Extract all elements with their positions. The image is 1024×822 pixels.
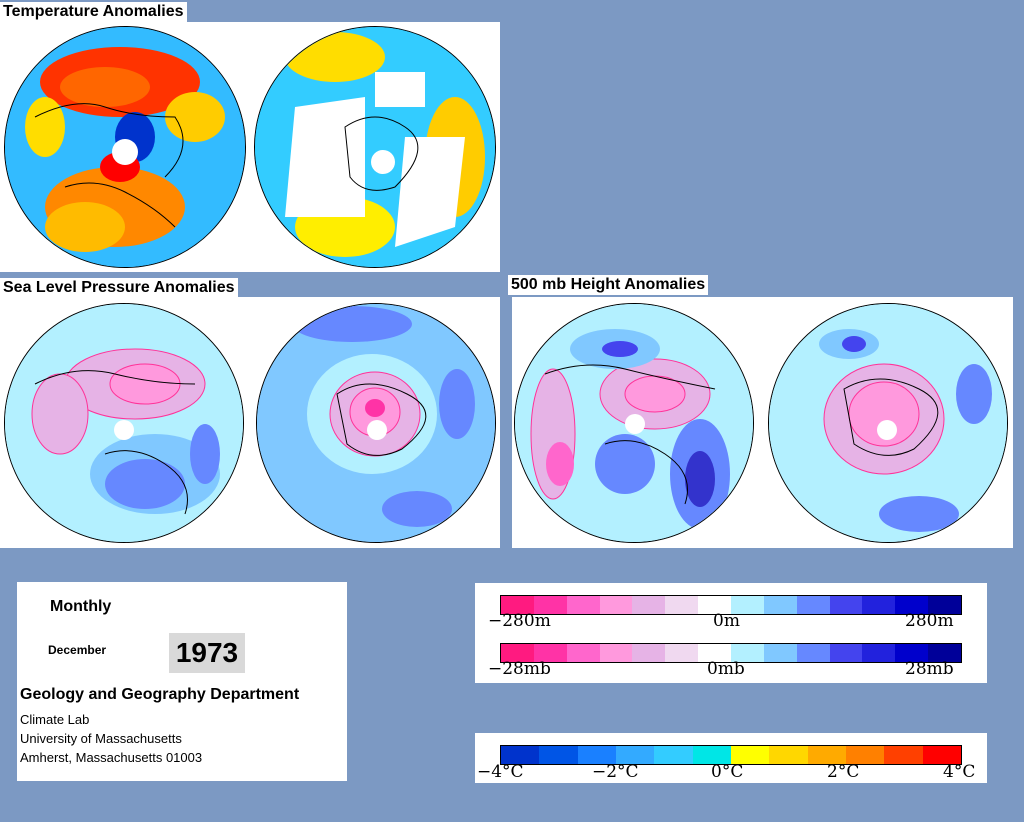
color-swatch — [796, 644, 830, 662]
temperature-south-hemisphere-map — [254, 26, 496, 268]
slp-north-hemisphere-map — [4, 303, 244, 543]
height500-north-hemisphere-map — [514, 303, 754, 543]
color-swatch — [501, 644, 534, 662]
height-color-bar — [500, 595, 962, 615]
color-swatch — [539, 746, 578, 764]
color-swatch — [577, 746, 616, 764]
temperature-scale-box: −4°C −2°C 0°C 2°C 4°C — [475, 733, 987, 783]
color-swatch — [862, 644, 896, 662]
temperature-color-bar — [500, 745, 962, 765]
color-swatch — [829, 644, 863, 662]
color-swatch — [599, 596, 633, 614]
month-label: December — [48, 643, 107, 657]
color-swatch — [731, 596, 764, 614]
color-swatch — [654, 746, 693, 764]
temperature-panel — [0, 22, 500, 272]
color-swatch — [566, 596, 600, 614]
color-swatch — [763, 644, 797, 662]
anomaly-scale-box: −280m 0m 280m −28mb 0mb 28mb — [475, 583, 987, 683]
color-swatch — [533, 596, 567, 614]
color-swatch — [698, 596, 732, 614]
color-swatch — [632, 644, 666, 662]
color-swatch — [501, 596, 534, 614]
temperature-tick-label: 4°C — [943, 762, 976, 782]
temperature-tick-label: −4°C — [477, 762, 524, 782]
color-swatch — [615, 746, 655, 764]
color-swatch — [769, 746, 808, 764]
height500-panel — [512, 297, 1013, 548]
temperature-tick-label: 0°C — [711, 762, 744, 782]
pressure-color-bar — [500, 643, 962, 663]
period-label: Monthly — [50, 598, 112, 615]
temperature-tick-label: −2°C — [592, 762, 639, 782]
color-swatch — [829, 596, 863, 614]
color-swatch — [928, 644, 962, 662]
color-swatch — [895, 644, 929, 662]
color-swatch — [928, 596, 962, 614]
pressure-mid-label: 0mb — [707, 659, 745, 679]
color-swatch — [665, 596, 699, 614]
color-swatch — [862, 596, 896, 614]
slp-panel — [0, 297, 500, 548]
address-line: Climate Lab — [20, 712, 90, 727]
pressure-min-label: −28mb — [488, 659, 551, 679]
color-swatch — [698, 644, 732, 662]
temperature-north-hemisphere-map — [4, 26, 246, 268]
color-swatch — [796, 596, 830, 614]
department-label: Geology and Geography Department — [20, 686, 300, 703]
color-swatch — [566, 644, 600, 662]
pressure-max-label: 28mb — [905, 659, 954, 679]
color-swatch — [895, 596, 929, 614]
height-mid-label: 0m — [713, 611, 740, 631]
color-swatch — [533, 644, 567, 662]
info-box: Monthly December 1973 Geology and Geogra… — [17, 582, 347, 781]
color-swatch — [599, 644, 633, 662]
temperature-title: Temperature Anomalies — [0, 2, 187, 22]
temperature-tick-label: 2°C — [827, 762, 860, 782]
height-max-label: 280m — [905, 611, 954, 631]
height500-south-hemisphere-map — [768, 303, 1008, 543]
slp-title: Sea Level Pressure Anomalies — [0, 278, 238, 298]
height-min-label: −280m — [488, 611, 551, 631]
color-swatch — [807, 746, 846, 764]
color-swatch — [884, 746, 923, 764]
color-swatch — [922, 746, 961, 764]
color-swatch — [731, 644, 764, 662]
height500-title: 500 mb Height Anomalies — [508, 275, 709, 295]
color-swatch — [632, 596, 666, 614]
color-swatch — [845, 746, 885, 764]
year-label: 1973 — [169, 633, 245, 673]
color-swatch — [730, 746, 770, 764]
slp-south-hemisphere-map — [256, 303, 496, 543]
color-swatch — [692, 746, 731, 764]
color-swatch — [665, 644, 699, 662]
address-line: Amherst, Massachusetts 01003 — [20, 750, 203, 765]
color-swatch — [763, 596, 797, 614]
address-line: University of Massachusetts — [20, 731, 182, 746]
color-swatch — [501, 746, 540, 764]
